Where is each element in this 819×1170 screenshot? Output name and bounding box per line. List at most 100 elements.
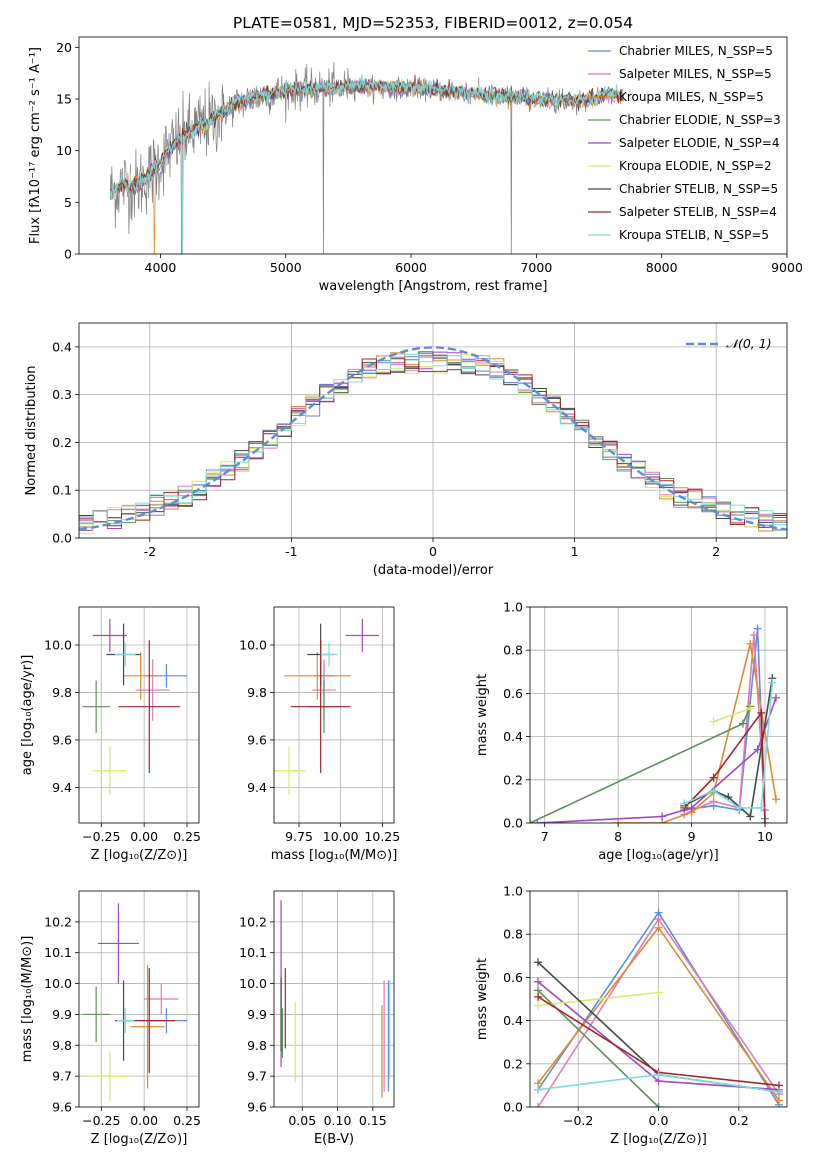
x-axis-label: mass [log₁₀(M/M⊙)] <box>271 848 398 863</box>
x-tick-label: 8 <box>614 829 622 844</box>
weight-marker-kroupa_stelib <box>735 803 744 812</box>
y-tick-label: 9.6 <box>52 732 72 747</box>
weight-marker-salpeter_miles <box>749 631 758 640</box>
chart-0: 4000 5000 6000 7000 8000 9000 0 5 10 15 20 waveleng… <box>28 14 803 294</box>
x-tick-label: 0.00 <box>130 829 158 844</box>
y-tick-label: 10.2 <box>44 914 72 929</box>
y-tick-label: 9.6 <box>247 732 267 747</box>
weight-marker-salpeter_stelib <box>709 773 718 782</box>
x-axis-label: (data-model)/error <box>373 563 494 578</box>
x-tick-label: 7 <box>541 829 549 844</box>
error-point-kroupa_miles <box>123 652 158 700</box>
y-tick-label: 0 <box>64 247 72 262</box>
weight-marker-kroupa_miles <box>614 819 623 823</box>
x-axis-label: Z [log₁₀(Z/Z⊙)] <box>91 1132 188 1147</box>
weight-marker-salpeter_elodie <box>771 693 780 702</box>
weight-marker-kroupa_miles <box>746 639 755 648</box>
legend-label-salpeter_stelib: Salpeter STELIB, N_SSP=4 <box>619 205 777 219</box>
weight-marker-kroupa_stelib <box>757 803 766 812</box>
error-point-kroupa_stelib <box>116 1008 134 1033</box>
x-tick-label: −0.25 <box>82 829 120 844</box>
y-tick-label: 10.1 <box>44 945 72 960</box>
plot-area <box>79 323 787 538</box>
error-point-kroupa_stelib <box>115 642 136 667</box>
weight-marker-kroupa_stelib <box>654 1070 663 1079</box>
y-tick-label: 9.7 <box>52 1069 72 1084</box>
y-tick-label: 0.6 <box>503 686 523 701</box>
chart-6: 0.05 0.10 0.15 9.6 9.7 9.8 9.9 10.0 10.1 10.2 E(B-… <box>239 890 395 1147</box>
y-tick-label: 1.0 <box>503 600 523 615</box>
normal-curve <box>79 346 787 531</box>
y-axis-label: age [log₁₀(age/yr)] <box>20 655 35 776</box>
error-point-kroupa_elodie <box>92 747 127 795</box>
y-tick-label: 10.2 <box>239 914 267 929</box>
x-tick-label: 0 <box>429 544 437 559</box>
weight-marker-salpeter_stelib <box>757 708 766 717</box>
y-tick-label: 10.1 <box>239 945 267 960</box>
legend-label-kroupa_elodie: Kroupa ELODIE, N_SSP=2 <box>619 159 772 173</box>
error-point-kroupa_stelib <box>320 642 338 667</box>
x-tick-label: 4000 <box>145 260 177 275</box>
x-axis-label: age [log₁₀(age/yr)] <box>598 848 719 863</box>
chart-2: −0.25 0.00 0.25 9.4 9.6 9.8 10.0 Z [log₁₀(Z/Z⊙)… <box>20 606 201 863</box>
legend-label-kroupa_miles: Kroupa MILES, N_SSP=5 <box>619 90 764 104</box>
weight-marker-chabrier_elodie <box>654 1103 663 1107</box>
y-tick-label: 0.0 <box>52 531 72 546</box>
y-axis-label: mass weight <box>475 958 490 1040</box>
y-tick-label: 0.8 <box>503 643 523 658</box>
x-tick-label: 5000 <box>270 260 302 275</box>
x-tick-label: 1 <box>571 544 579 559</box>
chart-title: PLATE=0581, MJD=52353, FIBERID=0012, z=0… <box>233 14 633 32</box>
y-tick-label: 0.0 <box>503 1100 523 1115</box>
y-tick-label: 9.8 <box>247 685 267 700</box>
weight-line-kroupa_miles <box>618 643 777 823</box>
y-tick-label: 9.8 <box>52 1038 72 1053</box>
error-point-kroupa_miles <box>284 652 351 700</box>
axes-frame <box>78 606 200 824</box>
y-tick-label: 10.0 <box>239 976 267 991</box>
y-tick-label: 0.1 <box>52 483 72 498</box>
x-tick-label: 7000 <box>520 260 552 275</box>
weight-marker-kroupa_stelib <box>768 678 777 687</box>
y-tick-label: 0.4 <box>503 729 523 744</box>
x-tick-label: 8000 <box>646 260 678 275</box>
error-point-kroupa_elodie <box>274 747 306 795</box>
x-tick-label: 9 <box>688 829 696 844</box>
y-tick-label: 9.8 <box>52 685 72 700</box>
chart-1: -2 -1 0 1 2 0.0 0.1 0.2 0.3 0.4 (data-model)/error… <box>24 322 788 578</box>
error-point-kroupa_miles <box>130 965 165 1089</box>
x-tick-label: −0.2 <box>563 1113 593 1128</box>
weight-marker-chabrier_stelib <box>534 958 543 967</box>
y-tick-label: 0.6 <box>503 970 523 985</box>
x-tick-label: 0.25 <box>173 1113 201 1128</box>
legend-label-normal: 𝒩(0, 1) <box>726 336 772 351</box>
x-tick-label: -2 <box>144 544 156 559</box>
error-point-salpeter_elodie <box>92 618 127 653</box>
chart-4: 7 8 9 10 0.0 0.2 0.4 0.6 0.8 1.0 age [log₁₀(age/yr… <box>475 600 788 863</box>
model-line-kroupa_miles <box>109 79 624 254</box>
y-tick-label: 9.9 <box>247 1007 267 1022</box>
x-tick-label: 10.00 <box>323 829 359 844</box>
plot-area <box>274 607 394 823</box>
y-tick-label: 0.4 <box>503 1013 523 1028</box>
weight-marker-salpeter_elodie <box>533 819 542 823</box>
weight-marker-salpeter_miles <box>534 1103 543 1107</box>
plot-area <box>79 891 199 1107</box>
model-line-salpeter_stelib <box>109 74 624 194</box>
y-tick-label: 10 <box>56 143 72 158</box>
weight-marker-kroupa_miles <box>771 795 780 804</box>
weight-marker-chabrier_elodie <box>738 719 747 728</box>
plot-area <box>274 891 394 1107</box>
weight-marker-kroupa_stelib <box>534 1085 543 1094</box>
legend-label-chabrier_stelib: Chabrier STELIB, N_SSP=5 <box>619 182 778 196</box>
y-tick-label: 0.8 <box>503 927 523 942</box>
y-tick-label: 9.7 <box>247 1069 267 1084</box>
y-tick-label: 0.0 <box>503 816 523 831</box>
axes-frame <box>78 322 788 539</box>
error-point-chabrier_elodie <box>82 680 110 733</box>
x-tick-label: 0.05 <box>288 1113 316 1128</box>
y-axis-label: Normed distribution <box>24 366 39 496</box>
y-tick-label: 20 <box>56 40 72 55</box>
y-tick-label: 9.9 <box>52 1007 72 1022</box>
weight-marker-chabrier_miles <box>753 624 762 633</box>
